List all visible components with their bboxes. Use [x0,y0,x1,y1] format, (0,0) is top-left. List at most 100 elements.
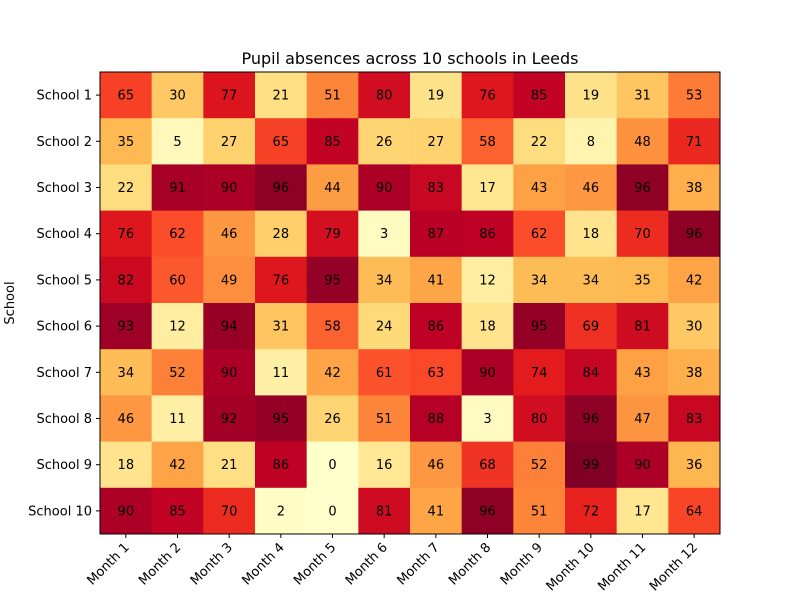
heatmap-cell [616,487,669,535]
heatmap-cell [668,72,721,119]
cell-value-label: 70 [221,504,238,519]
plot-frame [99,71,721,535]
heatmap-cell [100,441,153,489]
heatmap-cell [668,210,721,258]
y-tick-label: School 7 [36,366,92,381]
cell-value-label: 65 [118,89,135,104]
cell-value-label: 34 [583,273,600,288]
heatmap-cell [151,72,204,119]
cell-value-label: 96 [583,412,600,427]
heatmap-cell [306,256,359,304]
heatmap-cell [565,349,618,396]
cell-value-label: 49 [221,273,238,288]
cell-value-label: 31 [273,320,290,335]
cell-value-label: 46 [428,458,445,473]
y-tick-label: School 4 [36,227,92,242]
heatmap-cell [203,210,256,258]
heatmap-cell [255,441,308,489]
cell-value-label: 42 [324,366,341,381]
heatmap-cell [410,487,463,535]
cell-value-label: 83 [686,412,703,427]
cell-value-label: 70 [634,227,651,242]
cell-value-label: 30 [169,89,186,104]
heatmap-cell [668,487,721,535]
cell-value-label: 99 [583,458,600,473]
heatmap-cell [668,395,721,443]
heatmap-cell [358,118,411,165]
x-tick-label: Month 11 [595,540,649,594]
cell-value-label: 65 [273,135,290,150]
heatmap-cell [410,303,463,350]
cell-value-label: 77 [221,89,238,104]
heatmap-cell [668,303,721,350]
x-tick-label: Month 4 [239,540,287,588]
heatmap-cell [255,256,308,304]
heatmap-cell [306,349,359,396]
cell-value-label: 86 [273,458,290,473]
cell-value-label: 17 [479,181,496,196]
x-tick-label: Month 2 [136,540,184,588]
cell-value-label: 41 [428,273,445,288]
heatmap-cell [513,395,566,443]
cell-value-label: 92 [221,412,238,427]
cell-value-label: 76 [273,273,290,288]
y-axis-ticks: School 1 School 2 School 3 School 4 School 5… [28,89,100,519]
cell-value-label: 34 [531,273,548,288]
heatmap-cell [410,118,463,165]
cell-value-label: 71 [686,135,703,150]
cell-value-label: 76 [118,227,135,242]
cell-value-label: 2 [277,504,285,519]
heatmap-cell [616,395,669,443]
heatmap-cell [410,256,463,304]
cell-value-label: 36 [686,458,703,473]
heatmap-cell [513,441,566,489]
cell-value-label: 72 [583,504,600,519]
cell-value-label: 42 [169,458,186,473]
cell-value-label: 3 [483,412,491,427]
cell-value-label: 0 [328,504,336,519]
cell-value-label: 80 [531,412,548,427]
cell-value-label: 35 [118,135,135,150]
heatmap-cell [565,256,618,304]
cell-value-label: 88 [428,412,445,427]
heatmap-cell [616,118,669,165]
heatmap-cell [255,487,308,535]
heatmap-cell [565,395,618,443]
heatmap-cell [513,72,566,119]
heatmap-cell [410,72,463,119]
cell-value-label: 90 [479,366,496,381]
cell-value-label: 28 [273,227,290,242]
cell-value-label: 85 [169,504,186,519]
x-tick-label: Month 3 [188,540,236,588]
heatmap-cell [461,164,514,212]
x-axis-ticks: Month 1 Month 2 Month 3 Month 4 Month 5 Month… [84,534,701,594]
cell-value-label: 95 [273,412,290,427]
heatmap-cell [151,164,204,212]
heatmap-cell [565,210,618,258]
cell-value-label: 90 [118,504,135,519]
cell-value-label: 43 [531,181,548,196]
chart-title: Pupil absences across 10 schools in Leed… [241,49,578,68]
cell-value-label: 90 [376,181,393,196]
heatmap-cell [461,395,514,443]
cell-value-label: 62 [169,227,186,242]
heatmap-cell [513,118,566,165]
heatmap-cell [358,256,411,304]
y-tick-label: School 3 [36,181,92,196]
cell-value-label: 82 [118,273,135,288]
heatmap-cell [461,303,514,350]
heatmap-cell [513,210,566,258]
heatmap-cell [358,164,411,212]
heatmap-cell [668,164,721,212]
cell-value-label: 96 [634,181,651,196]
heatmap-cell [616,256,669,304]
heatmap-cell [461,349,514,396]
cell-value-label: 11 [169,412,186,427]
heatmap-cell [565,164,618,212]
heatmap-cell [358,72,411,119]
y-tick-label: School 9 [36,458,92,473]
cell-value-label: 43 [634,366,651,381]
heatmap-cell [513,349,566,396]
